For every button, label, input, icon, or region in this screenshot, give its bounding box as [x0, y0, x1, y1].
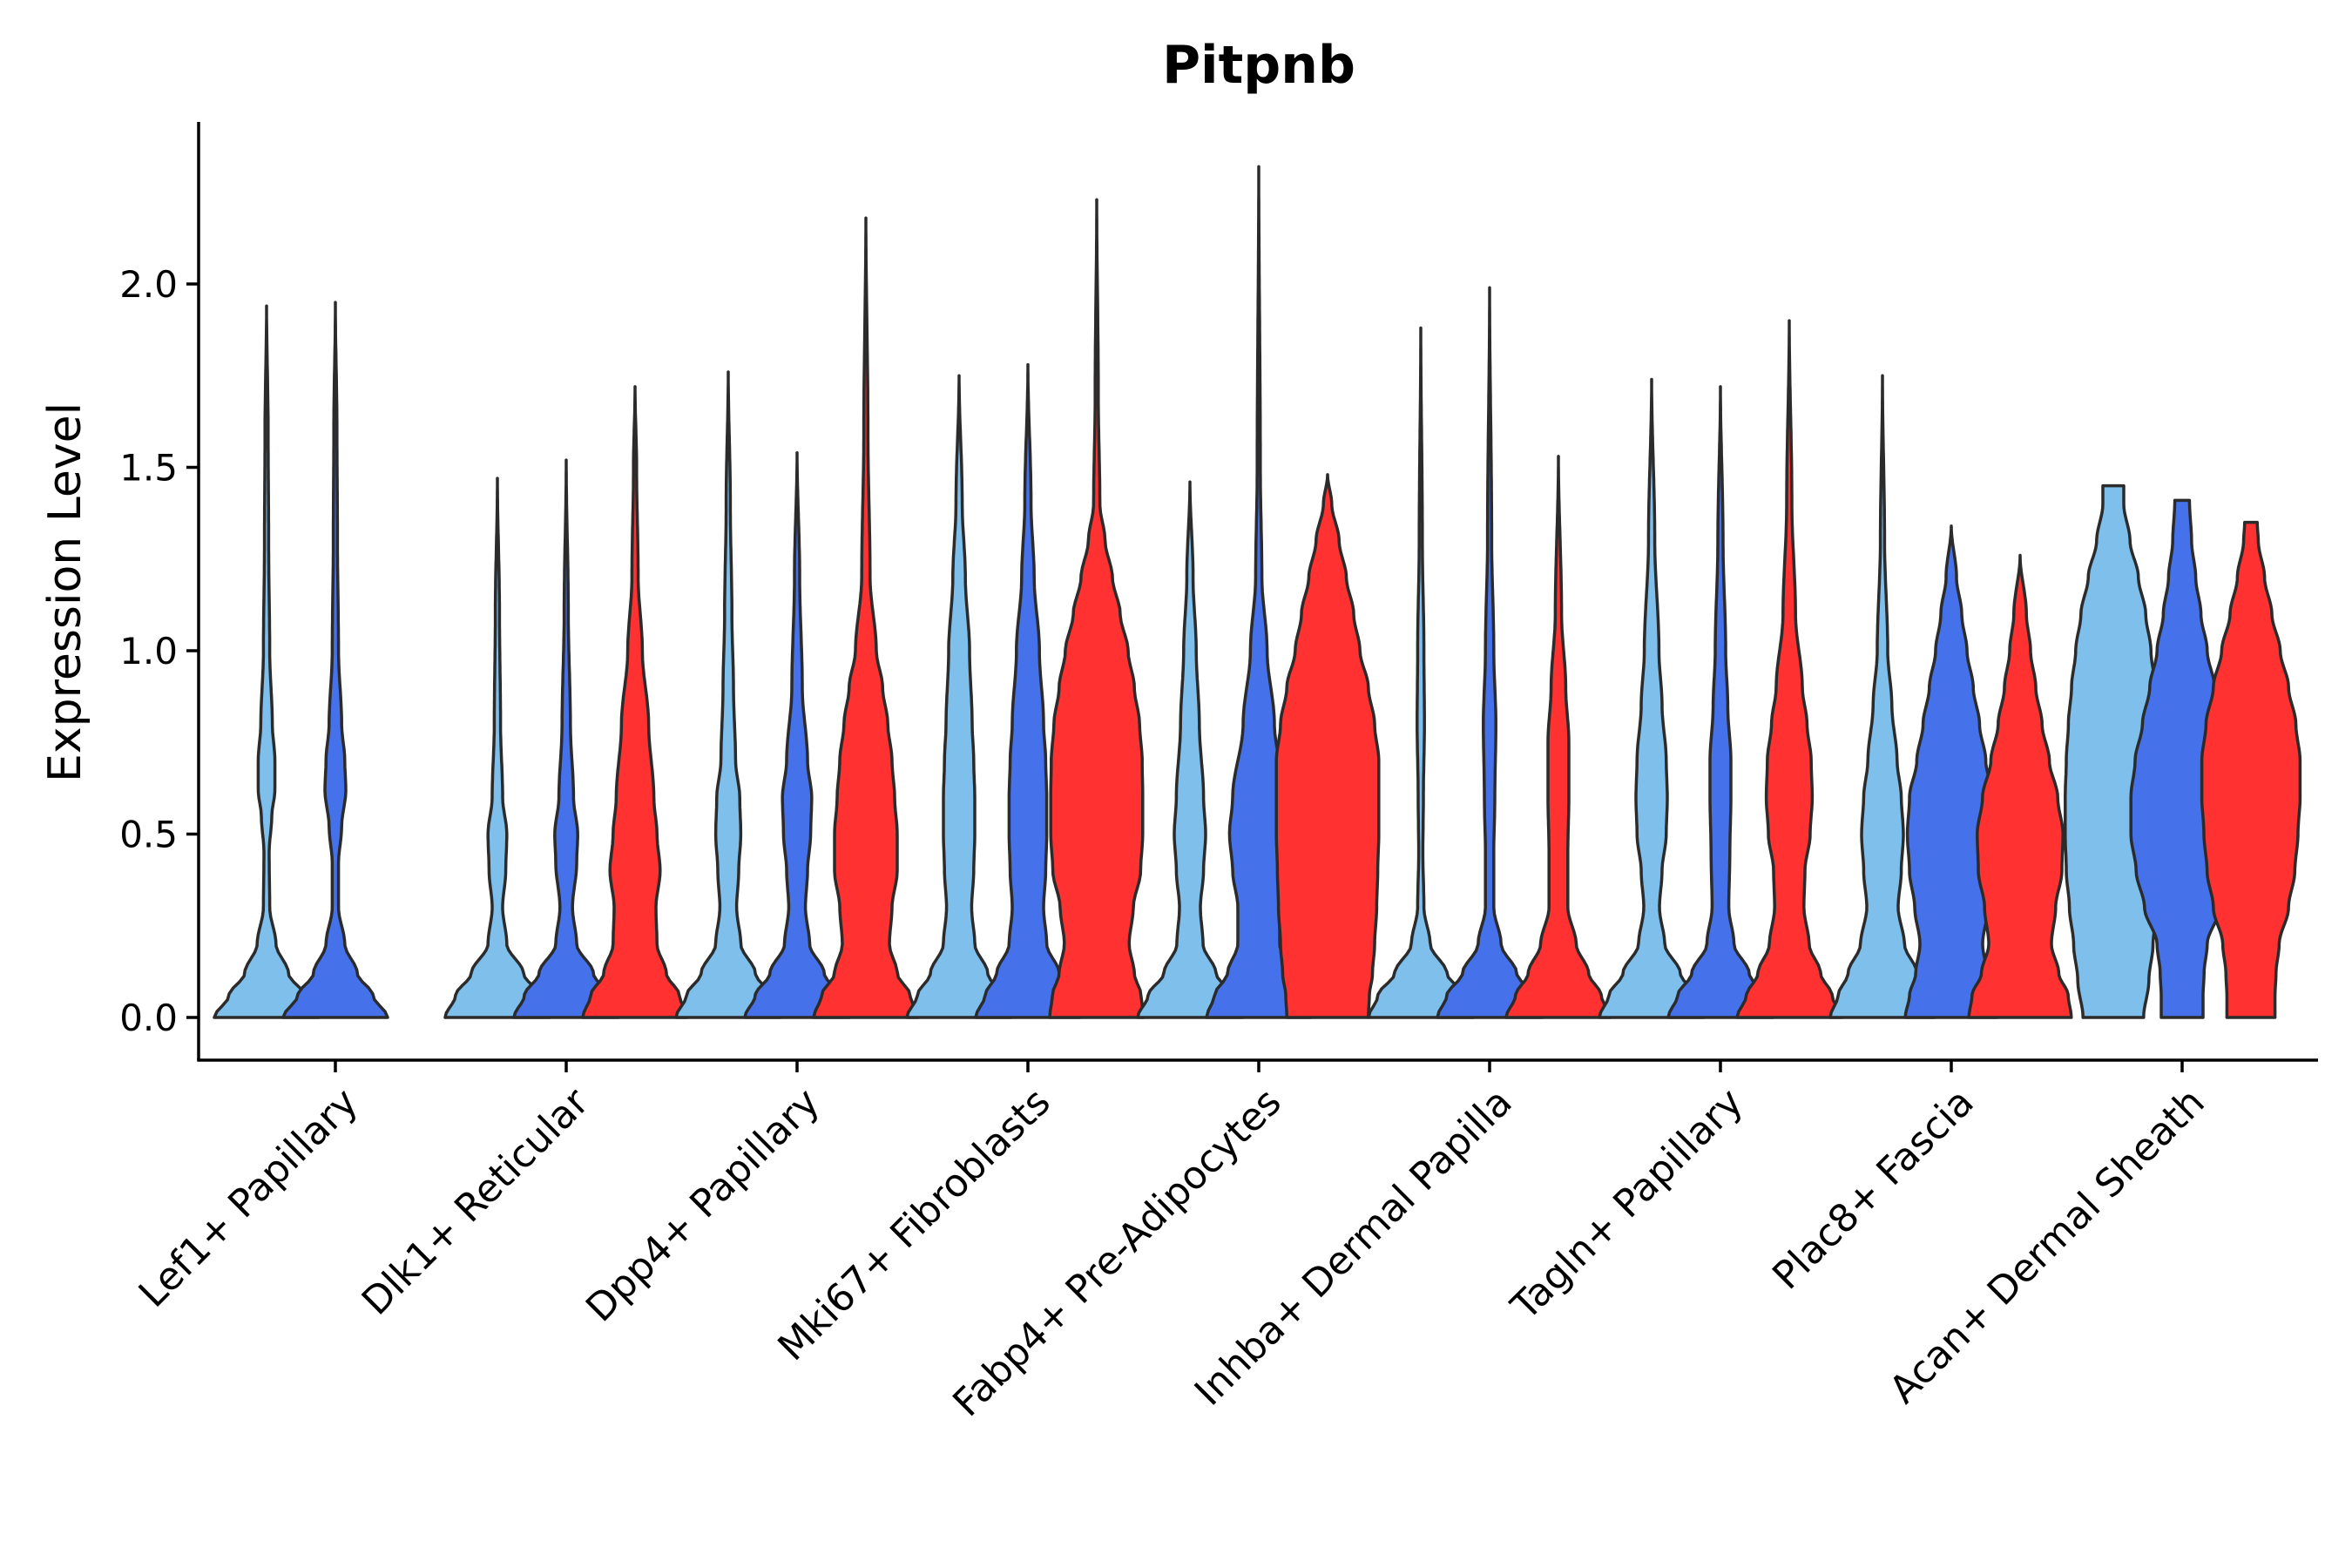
violin-6-2 — [1735, 319, 1843, 1019]
violin-4-2 — [1274, 473, 1381, 1019]
x-tick-label: Dpp4+ Papillary — [578, 1080, 828, 1331]
violin-0-0 — [213, 304, 321, 1019]
violin-0-1 — [281, 301, 389, 1019]
violin-1-1 — [512, 458, 620, 1019]
violin-3-2 — [1048, 198, 1146, 1019]
y-tick-label: 1.0 — [119, 630, 178, 672]
violin-3-0 — [905, 374, 1013, 1019]
violin-7-0 — [1828, 374, 1936, 1019]
y-axis-ticks: 0.0 0.5 1.0 1.5 2.0 — [119, 263, 199, 1039]
y-tick-label: 0.0 — [119, 997, 178, 1039]
x-tick-label: Dlk1+ Reticular — [354, 1079, 598, 1324]
violin-2-1 — [743, 450, 851, 1019]
violin-7-2 — [1967, 553, 2073, 1019]
violin-1-0 — [443, 476, 551, 1019]
x-tick-label: Tagln+ Papillary — [1503, 1080, 1752, 1329]
y-tick-label: 0.5 — [119, 814, 178, 856]
violin-3-1 — [974, 362, 1082, 1019]
violin-2-0 — [674, 370, 782, 1019]
y-tick-label: 1.5 — [119, 447, 178, 490]
violin-1-2 — [581, 385, 689, 1019]
x-tick-label: Lef1+ Papillary — [131, 1080, 367, 1316]
violin-5-1 — [1436, 286, 1544, 1019]
violin-4-0 — [1136, 480, 1244, 1019]
violin-5-2 — [1504, 455, 1612, 1019]
violin-6-1 — [1666, 385, 1774, 1019]
violin-layer — [213, 165, 2302, 1019]
x-tick-label: Plac8+ Fascia — [1764, 1080, 1983, 1299]
violin-6-0 — [1598, 377, 1706, 1019]
violin-5-0 — [1367, 326, 1475, 1019]
violin-7-1 — [1903, 524, 1999, 1019]
y-axis-label: Expression Level — [39, 402, 91, 782]
y-tick-label: 2.0 — [119, 263, 178, 306]
chart-title: Pitpnb — [1162, 35, 1355, 96]
violin-2-2 — [812, 216, 920, 1019]
violin-8-2 — [2200, 520, 2302, 1019]
